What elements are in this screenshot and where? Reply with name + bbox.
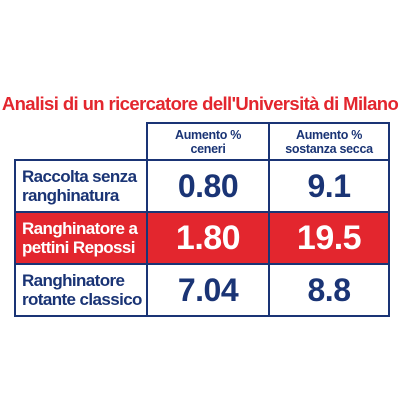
chart-title: Analisi di un ricercatore dell'Universit… — [1, 93, 399, 114]
column-header-label: Aumento % sostanza secca — [285, 127, 373, 156]
row-label-cell: Ranghinatore rotante classico — [14, 263, 148, 317]
row-label: Raccolta senza ranghinatura — [22, 167, 137, 205]
value-cell-ceneri: 7.04 — [146, 263, 270, 317]
row-label: Ranghinatore a pettini Repossi — [22, 219, 138, 257]
table-row-highlighted: Ranghinatore a pettini Repossi 1.80 19.5 — [14, 211, 390, 265]
value-cell-sostanza-secca: 19.5 — [268, 211, 390, 265]
table-row: Raccolta senza ranghinatura 0.80 9.1 — [14, 159, 390, 213]
row-label-cell: Ranghinatore a pettini Repossi — [14, 211, 148, 265]
value-cell-sostanza-secca: 8.8 — [268, 263, 390, 317]
table-header-row: Aumento % ceneri Aumento % sostanza secc… — [15, 122, 390, 161]
comparison-table: Aumento % ceneri Aumento % sostanza secc… — [14, 122, 390, 317]
value-cell-sostanza-secca: 9.1 — [268, 159, 390, 213]
column-header-ceneri: Aumento % ceneri — [146, 122, 270, 161]
table-corner-cell — [15, 123, 148, 161]
value-cell-ceneri: 0.80 — [146, 159, 270, 213]
row-label-cell: Raccolta senza ranghinatura — [14, 159, 148, 213]
column-header-label: Aumento % ceneri — [174, 127, 242, 156]
row-label: Ranghinatore rotante classico — [22, 271, 142, 309]
table-row: Ranghinatore rotante classico 7.04 8.8 — [14, 263, 390, 317]
value-cell-ceneri: 1.80 — [146, 211, 270, 265]
column-header-sostanza-secca: Aumento % sostanza secca — [268, 122, 390, 161]
